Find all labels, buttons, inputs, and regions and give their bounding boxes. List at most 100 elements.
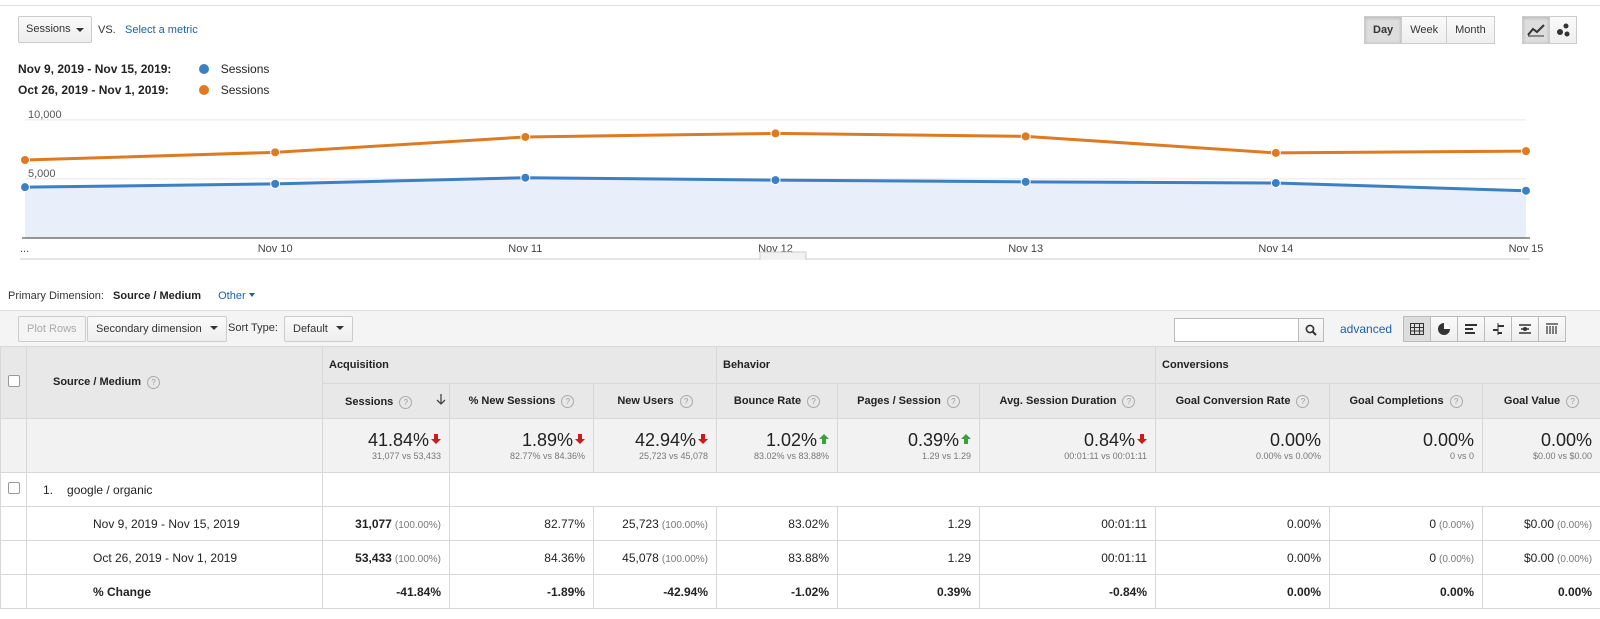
col-avg-duration[interactable]: Avg. Session Duration? — [978, 383, 1157, 419]
data-point — [770, 175, 781, 186]
comparison-icon — [1493, 323, 1504, 335]
day-button[interactable]: Day — [1364, 16, 1403, 44]
total-change-value: 42.94% — [594, 430, 708, 451]
pivot-view-button[interactable] — [1538, 316, 1566, 342]
select-metric-link[interactable]: Select a metric — [125, 24, 198, 36]
data-view-button[interactable] — [1403, 316, 1431, 342]
help-icon[interactable]: ? — [679, 394, 693, 408]
help-icon[interactable]: ? — [1296, 394, 1310, 408]
cell-value: 53,433 — [355, 550, 392, 565]
motion-chart-button[interactable] — [1549, 16, 1577, 44]
row-value-cell: 0 (0.00%) — [1329, 506, 1484, 541]
search-button[interactable] — [1298, 318, 1324, 342]
col-new-sessions-pct[interactable]: % New Sessions? — [449, 383, 594, 419]
row-index: 1. — [43, 482, 54, 497]
performance-view-button[interactable] — [1457, 316, 1485, 342]
sort-type-select[interactable]: Default — [284, 316, 353, 342]
secondary-dimension-select[interactable]: Secondary dimension — [87, 316, 227, 342]
line-chart-button[interactable] — [1522, 16, 1550, 44]
col-label: Sessions — [345, 395, 394, 408]
secondary-dimension-label: Secondary dimension — [96, 323, 202, 335]
cell-value: 0.00% — [1558, 584, 1593, 599]
pivot-icon — [1546, 323, 1558, 334]
table-search-input[interactable] — [1174, 318, 1299, 342]
col-label: Avg. Session Duration — [999, 394, 1117, 407]
row-checkbox-cell — [0, 472, 27, 507]
row-value-cell: 25,723 (100.00%) — [593, 506, 717, 541]
x-tick-label: Nov 10 — [258, 243, 293, 255]
row-checkbox[interactable] — [7, 482, 20, 494]
down-arrow-icon — [698, 434, 708, 444]
col-new-users[interactable]: New Users? — [593, 383, 717, 419]
comparison-view-button[interactable] — [1484, 316, 1512, 342]
metric-select[interactable]: Sessions — [18, 16, 92, 43]
help-icon[interactable]: ? — [807, 394, 821, 408]
x-tick-label: Nov 14 — [1258, 243, 1293, 255]
chart-type-toggle — [1522, 16, 1577, 44]
col-pages-session[interactable]: Pages / Session? — [837, 383, 980, 419]
help-icon[interactable]: ? — [1566, 394, 1580, 408]
data-point — [270, 147, 281, 158]
primary-dimension-value[interactable]: Source / Medium — [113, 290, 202, 302]
week-button[interactable]: Week — [1401, 16, 1448, 44]
term-cloud-view-button[interactable] — [1511, 316, 1539, 342]
total-cell: 1.02% 83.02% vs 83.88% — [716, 418, 838, 473]
row-value-cell: 83.02% — [716, 506, 838, 541]
cell-value: 83.02% — [788, 516, 829, 531]
up-arrow-icon — [961, 434, 971, 444]
chevron-down-icon — [76, 28, 84, 32]
help-icon[interactable]: ? — [1449, 394, 1463, 408]
total-comparison: $0.00 vs $0.00 — [1532, 451, 1593, 461]
col-label: Bounce Rate — [733, 394, 802, 407]
dimension-header[interactable]: Source / Medium? — [26, 346, 323, 419]
other-dimension-link[interactable]: Other — [218, 290, 255, 302]
percent-change-row: % Change -41.84% -1.89% -42.94% -1.02% 0.39% -… — [0, 574, 1600, 609]
help-icon[interactable]: ? — [561, 394, 575, 408]
advanced-filter-link[interactable]: advanced — [1340, 322, 1393, 336]
vs-label: VS. — [98, 24, 116, 36]
legend-row-current: Nov 9, 2019 - Nov 15, 2019: Sessions — [18, 62, 269, 76]
cell-value: 00:01:11 — [1101, 550, 1148, 565]
cell-value: 84.36% — [544, 550, 585, 565]
cell-value: 1.29 — [947, 550, 971, 565]
help-icon[interactable]: ? — [399, 395, 413, 409]
group-row: 1. google / organic — [0, 472, 1600, 507]
chevron-down-icon — [248, 293, 255, 297]
source-medium-link[interactable]: google / organic — [67, 482, 153, 497]
month-button[interactable]: Month — [1446, 16, 1495, 44]
col-bounce-rate[interactable]: Bounce Rate? — [716, 383, 838, 419]
cell-value: 25,723 — [622, 516, 659, 531]
row-value-cell: 0.00% — [1155, 540, 1331, 575]
cell-percent: (0.00%) — [1557, 553, 1593, 565]
data-point — [1020, 176, 1031, 187]
table-row: Oct 26, 2019 - Nov 1, 2019 53,433 (100.00%… — [0, 540, 1600, 575]
total-change-text: 0.00% — [1269, 430, 1322, 450]
total-cell: 0.00% 0 vs 0 — [1329, 418, 1484, 473]
col-goal-conv-rate[interactable]: Goal Conversion Rate? — [1155, 383, 1331, 419]
row-value-cell: -0.84% — [978, 574, 1157, 609]
select-all-checkbox[interactable] — [7, 375, 20, 387]
legend-dot-blue — [199, 64, 210, 74]
down-arrow-icon — [1137, 434, 1148, 444]
legend-series: Sessions — [220, 83, 270, 97]
total-change-value: 0.00% — [1156, 430, 1321, 451]
cell-value: -0.84% — [1109, 584, 1148, 599]
cell-value: 0.00% — [1287, 516, 1322, 531]
row-value-cell: -42.94% — [593, 574, 717, 609]
y-tick-label: 10,000 — [28, 109, 62, 121]
col-goal-completions[interactable]: Goal Completions? — [1329, 383, 1484, 419]
cell-percent: (0.00%) — [1557, 519, 1593, 531]
col-goal-value[interactable]: Goal Value? — [1482, 383, 1600, 419]
row-value-cell: 45,078 (100.00%) — [593, 540, 717, 575]
pie-view-button[interactable] — [1430, 316, 1458, 342]
help-icon[interactable]: ? — [1122, 394, 1136, 408]
plot-rows-button[interactable]: Plot Rows — [18, 316, 86, 342]
help-icon[interactable]: ? — [147, 376, 161, 389]
total-cell: 1.89% 82.77% vs 84.36% — [449, 418, 594, 473]
col-sessions[interactable]: Sessions? — [322, 383, 450, 419]
dimension-header-label: Source / Medium — [53, 376, 142, 388]
totals-spacer — [26, 418, 323, 473]
row-value-cell: 1.29 — [837, 506, 980, 541]
help-icon[interactable]: ? — [946, 394, 960, 408]
